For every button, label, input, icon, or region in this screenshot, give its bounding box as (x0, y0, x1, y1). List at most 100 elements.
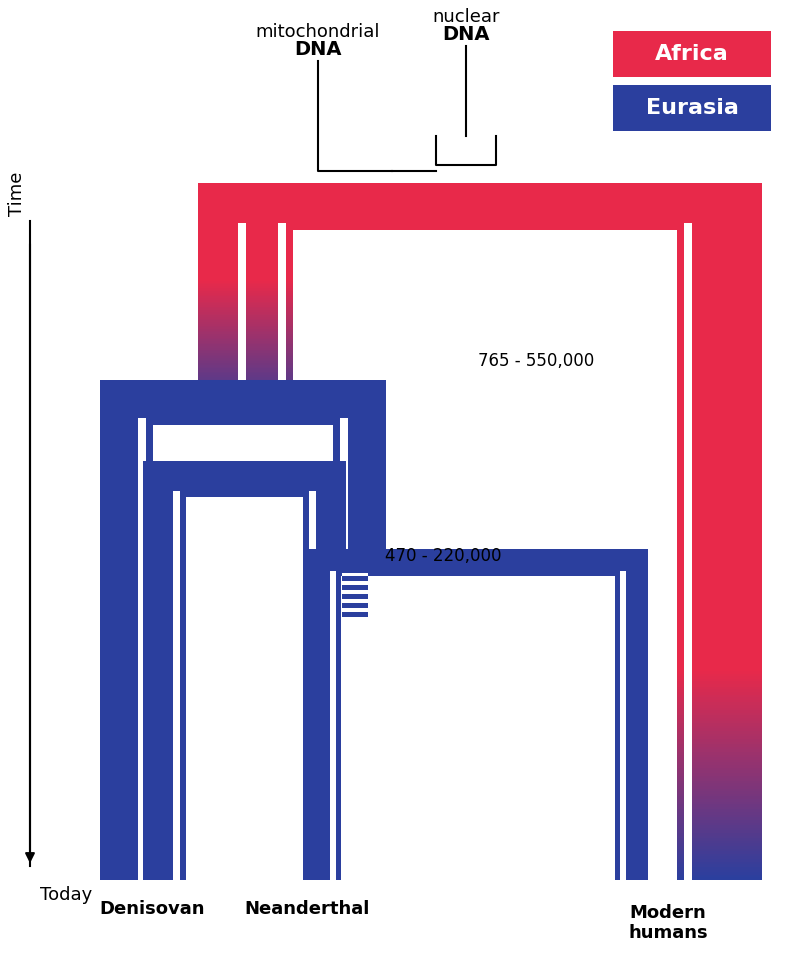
Bar (677, 874, 684, 878)
Bar (198, 388, 238, 390)
Bar (198, 317, 238, 318)
Bar (692, 820, 724, 822)
Bar (286, 370, 293, 372)
Bar (722, 830, 762, 833)
Bar (173, 491, 316, 880)
Bar (677, 749, 684, 752)
Bar (286, 289, 293, 291)
Bar (286, 357, 293, 360)
Bar (286, 397, 293, 399)
Bar (692, 790, 724, 793)
Bar (198, 349, 238, 352)
Bar (706, 223, 714, 880)
Bar (342, 585, 368, 590)
Bar (286, 306, 293, 309)
Bar (677, 718, 684, 720)
Bar (246, 349, 278, 352)
Bar (677, 676, 684, 679)
Bar (333, 418, 340, 880)
Bar (246, 326, 278, 329)
Bar (677, 824, 684, 827)
Bar (246, 305, 278, 307)
Bar (692, 752, 724, 754)
Bar (246, 407, 278, 410)
Bar (677, 796, 684, 799)
Bar (286, 326, 293, 329)
Bar (246, 413, 278, 415)
Text: 765 - 550,000: 765 - 550,000 (478, 352, 594, 370)
Bar (286, 344, 293, 346)
Bar (286, 342, 293, 345)
Bar (677, 835, 684, 838)
Bar (286, 378, 293, 381)
Bar (286, 406, 293, 408)
Bar (246, 281, 278, 283)
Bar (692, 699, 724, 702)
Bar (613, 85, 771, 131)
Bar (286, 377, 293, 379)
Bar (138, 418, 348, 880)
Bar (722, 676, 762, 679)
Bar (677, 702, 684, 705)
Bar (692, 767, 724, 770)
Bar (286, 317, 293, 318)
Bar (722, 696, 762, 700)
Bar (198, 346, 238, 348)
Bar (692, 827, 724, 830)
Bar (198, 404, 238, 406)
Bar (198, 283, 238, 285)
Bar (286, 325, 293, 327)
Bar (286, 399, 293, 401)
Bar (246, 409, 278, 411)
Bar (722, 778, 762, 781)
Bar (246, 339, 278, 341)
Bar (143, 461, 346, 491)
Bar (692, 801, 724, 804)
Bar (692, 775, 724, 778)
Bar (677, 730, 684, 734)
Bar (722, 720, 762, 723)
Bar (286, 341, 293, 343)
Bar (316, 461, 346, 880)
Bar (692, 874, 724, 878)
Bar (246, 402, 278, 404)
Text: Today: Today (40, 886, 92, 904)
Bar (677, 869, 684, 872)
Bar (722, 772, 762, 776)
Bar (246, 411, 278, 413)
Bar (286, 402, 293, 404)
Bar (198, 357, 238, 360)
Bar (198, 330, 238, 332)
Bar (336, 571, 341, 880)
Bar (198, 351, 238, 352)
Bar (677, 681, 684, 684)
Bar (198, 328, 238, 331)
Bar (286, 315, 293, 317)
Bar (286, 318, 293, 320)
Bar (342, 594, 368, 599)
Bar (677, 696, 684, 700)
Bar (722, 713, 762, 716)
Bar (677, 830, 684, 833)
Bar (722, 809, 762, 812)
Bar (238, 223, 722, 880)
Bar (198, 308, 238, 310)
Bar (677, 822, 684, 825)
Bar (246, 318, 278, 320)
Bar (677, 838, 684, 841)
Bar (198, 306, 238, 309)
Bar (677, 762, 684, 765)
Bar (286, 380, 293, 382)
Bar (677, 851, 684, 854)
Bar (246, 299, 278, 302)
Bar (246, 330, 278, 332)
Bar (286, 363, 293, 365)
Bar (286, 299, 293, 302)
Bar (677, 752, 684, 754)
Bar (722, 812, 762, 815)
Bar (198, 289, 238, 291)
Bar (722, 832, 762, 836)
Bar (198, 393, 238, 396)
Bar (677, 846, 684, 849)
Bar (692, 815, 724, 818)
